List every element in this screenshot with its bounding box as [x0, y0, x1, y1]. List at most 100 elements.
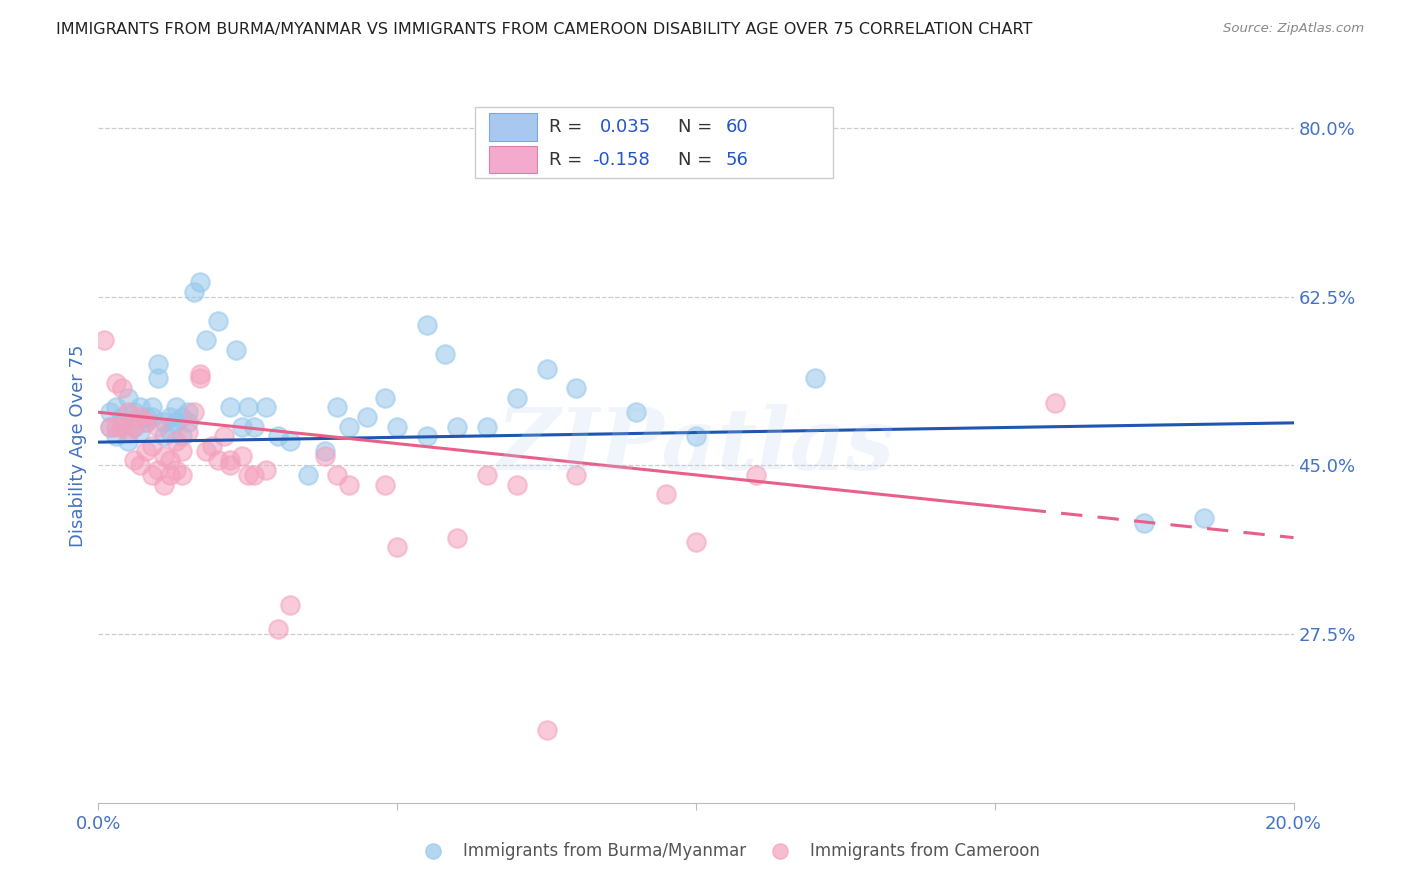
Point — [804, 371, 827, 385]
Point — [219, 401, 242, 415]
Point — [148, 357, 170, 371]
Point — [506, 477, 529, 491]
Point — [124, 419, 146, 434]
Text: Immigrants from Burma/Myanmar: Immigrants from Burma/Myanmar — [463, 842, 747, 860]
Text: 0.035: 0.035 — [600, 118, 651, 136]
Point — [141, 410, 163, 425]
Point — [267, 622, 290, 636]
Point — [165, 401, 187, 415]
Point — [243, 419, 266, 434]
Point — [148, 463, 170, 477]
Point — [135, 415, 157, 429]
Bar — [489, 146, 537, 173]
Point — [159, 467, 181, 482]
Point — [326, 467, 349, 482]
Point — [506, 391, 529, 405]
Point — [153, 429, 176, 443]
Point — [135, 443, 157, 458]
Point — [475, 419, 498, 434]
Point — [153, 415, 176, 429]
Point — [536, 723, 558, 738]
Point — [195, 333, 218, 347]
Point — [745, 467, 768, 482]
Point — [278, 598, 301, 612]
Point — [172, 410, 194, 425]
Point — [278, 434, 301, 449]
Point — [93, 333, 115, 347]
Point — [236, 401, 259, 415]
Point — [141, 439, 163, 453]
Point — [111, 381, 134, 395]
Point — [565, 467, 588, 482]
Point — [385, 419, 409, 434]
Text: N =: N = — [678, 151, 718, 169]
Point — [374, 391, 396, 405]
Point — [219, 453, 242, 467]
Point — [117, 405, 139, 419]
Point — [153, 449, 176, 463]
Point — [148, 371, 170, 385]
Text: Source: ZipAtlas.com: Source: ZipAtlas.com — [1223, 22, 1364, 36]
Point — [165, 434, 187, 449]
Point — [159, 453, 181, 467]
Point — [1133, 516, 1156, 530]
Point — [267, 429, 290, 443]
Point — [1192, 511, 1215, 525]
Point — [105, 401, 128, 415]
Point — [177, 425, 200, 439]
Point — [475, 467, 498, 482]
Point — [231, 419, 253, 434]
Point — [685, 429, 707, 443]
Point — [183, 285, 205, 299]
Point — [105, 419, 128, 434]
Point — [219, 458, 242, 473]
Point — [254, 401, 277, 415]
Point — [374, 477, 396, 491]
Point — [117, 434, 139, 449]
Point — [243, 467, 266, 482]
Point — [188, 275, 211, 289]
Point — [188, 367, 211, 381]
Point — [141, 401, 163, 415]
Point — [207, 453, 229, 467]
Point — [135, 410, 157, 425]
Point — [339, 419, 361, 434]
Point — [124, 405, 146, 419]
Point — [201, 439, 224, 453]
Point — [153, 477, 176, 491]
Point — [105, 429, 128, 443]
Point — [98, 405, 122, 419]
Point — [172, 443, 194, 458]
Point — [326, 401, 349, 415]
Point — [212, 429, 235, 443]
Point — [236, 467, 259, 482]
Point — [626, 405, 648, 419]
Point — [135, 415, 157, 429]
Point — [111, 415, 134, 429]
Point — [124, 453, 146, 467]
Text: R =: R = — [548, 118, 588, 136]
Point — [231, 449, 253, 463]
Point — [177, 415, 200, 429]
Text: N =: N = — [678, 118, 718, 136]
Point — [225, 343, 247, 357]
Point — [315, 443, 337, 458]
Point — [183, 405, 205, 419]
Point — [536, 362, 558, 376]
Point — [1043, 395, 1066, 409]
Point — [111, 410, 134, 425]
Point — [177, 405, 200, 419]
Point — [446, 419, 468, 434]
Point — [111, 419, 134, 434]
Point — [129, 458, 152, 473]
Text: 60: 60 — [725, 118, 748, 136]
Point — [356, 410, 378, 425]
Point — [565, 381, 588, 395]
Point — [434, 347, 457, 361]
Point — [188, 371, 211, 385]
Point — [207, 313, 229, 327]
Point — [117, 425, 139, 439]
Text: 56: 56 — [725, 151, 749, 169]
Point — [172, 467, 194, 482]
Text: IMMIGRANTS FROM BURMA/MYANMAR VS IMMIGRANTS FROM CAMEROON DISABILITY AGE OVER 75: IMMIGRANTS FROM BURMA/MYANMAR VS IMMIGRA… — [56, 22, 1032, 37]
